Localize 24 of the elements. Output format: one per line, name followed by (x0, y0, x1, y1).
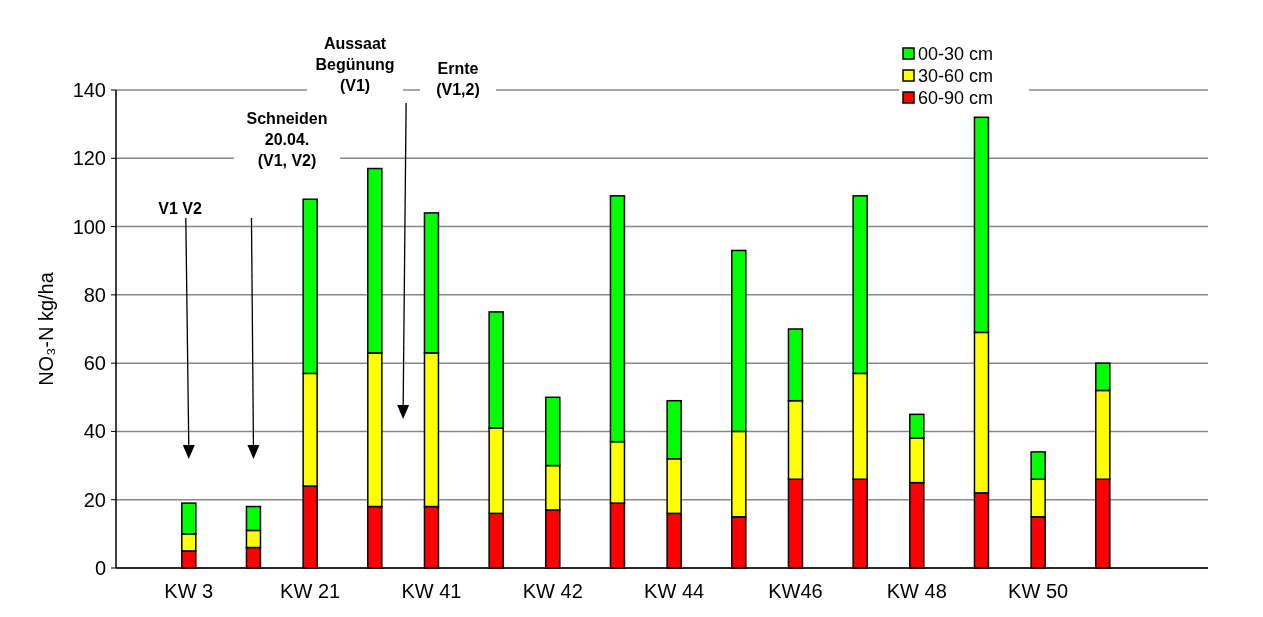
x-tick-label: KW 21 (280, 580, 341, 602)
x-tick-label: KW46 (768, 580, 823, 602)
annotation: Ernte (V1,2) (436, 60, 480, 98)
x-tick-label: KW 48 (886, 580, 947, 602)
legend-label: 00-30 cm (918, 44, 994, 65)
annotation: V1 V2 (158, 200, 202, 217)
x-tick-label: KW 41 (401, 580, 462, 602)
y-tick-label: 0 (94, 557, 106, 579)
legend-label: 30-60 cm (918, 66, 994, 87)
x-tick-label: KW 3 (164, 580, 214, 602)
x-tick-label: KW 50 (1008, 580, 1069, 602)
x-tick-label: KW 44 (644, 580, 705, 602)
legend-label: 60-90 cm (918, 88, 994, 109)
y-tick-label: 60 (83, 352, 106, 375)
x-tick-label: KW 42 (522, 580, 583, 602)
y-tick-label: 120 (72, 147, 106, 170)
y-tick-label: 80 (83, 283, 106, 306)
y-tick-label: 40 (83, 420, 106, 443)
annotation: Schneiden 20.04. (V1, V2) (246, 110, 328, 169)
y-tick-label: 140 (72, 79, 106, 101)
y-tick-label: 20 (83, 488, 106, 511)
y-axis-title: NO₃-N kg/ha (35, 271, 57, 386)
annotation: Aussaat Begünung (V1) (315, 35, 395, 94)
y-tick-label: 100 (72, 215, 106, 238)
